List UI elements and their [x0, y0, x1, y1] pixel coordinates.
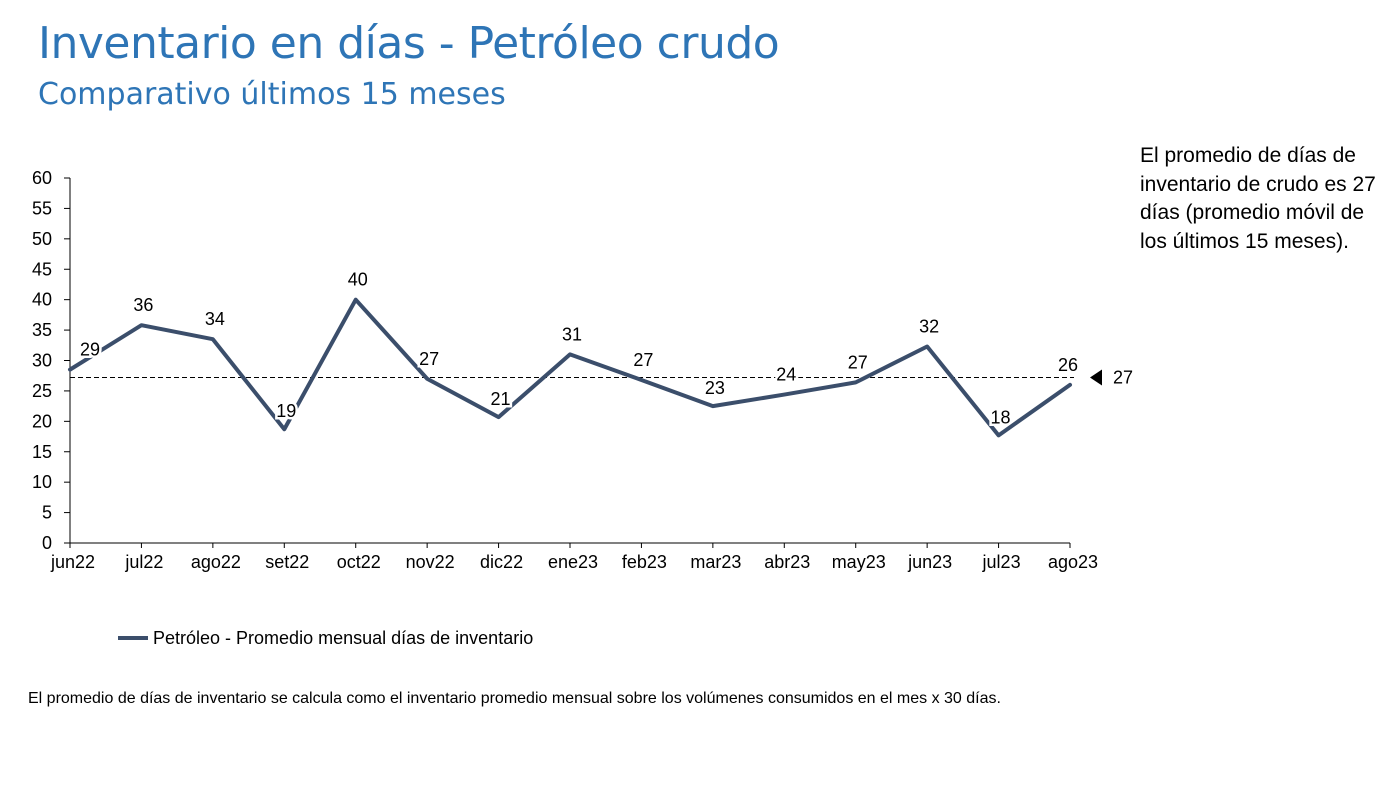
- x-tick-label: ene23: [548, 552, 598, 572]
- footnote: El promedio de días de inventario se cal…: [28, 690, 1001, 707]
- data-label: 36: [133, 295, 153, 315]
- average-note: El promedio de días de inventario de cru…: [1140, 144, 1376, 253]
- series-group: [68, 297, 1072, 438]
- x-tick-label: dic22: [480, 552, 523, 572]
- x-tick-label: mar23: [690, 552, 741, 572]
- y-tick-label: 30: [32, 351, 52, 371]
- x-axis: jun22 jul22 ago22 set22 oct22 nov22 dic22 ene23…: [50, 542, 1098, 572]
- y-tick-label: 60: [32, 168, 52, 188]
- x-tick-label: abr23: [764, 552, 810, 572]
- average-line-group: 27: [70, 368, 1133, 388]
- y-tick-label: 45: [32, 259, 52, 279]
- data-label: 26: [1058, 355, 1078, 375]
- data-label: 21: [491, 389, 511, 409]
- data-label: 31: [562, 324, 582, 344]
- x-tick-label: nov22: [406, 552, 455, 572]
- x-tick-label: ago23: [1048, 552, 1098, 572]
- data-label: 40: [348, 270, 368, 290]
- x-tick-label: jun23: [907, 552, 952, 572]
- data-label: 29: [80, 340, 100, 360]
- x-tick-label: set22: [265, 552, 309, 572]
- y-axis: 0 5 10 15 20 25 30 35 40 45 50 55 60: [32, 168, 71, 553]
- y-tick-label: 0: [42, 533, 52, 553]
- y-tick-label: 15: [32, 442, 52, 462]
- data-label: 18: [991, 407, 1011, 427]
- page-subtitle: Comparativo últimos 15 meses: [38, 77, 506, 112]
- x-tick-label: jun22: [50, 552, 95, 572]
- data-label: 34: [205, 309, 225, 329]
- data-label: 19: [276, 401, 296, 421]
- y-tick-label: 10: [32, 472, 52, 492]
- average-marker: [1090, 369, 1102, 386]
- data-label: 24: [776, 365, 796, 385]
- legend: Petróleo - Promedio mensual días de inve…: [118, 628, 533, 648]
- data-label: 32: [919, 317, 939, 337]
- legend-label: Petróleo - Promedio mensual días de inve…: [153, 628, 533, 648]
- data-label: 23: [705, 378, 725, 398]
- x-tick-label: ago22: [191, 552, 241, 572]
- y-tick-label: 25: [32, 381, 52, 401]
- data-labels: 29 36 34 19 40 27 21 31 27 23 24 27 32 18 26: [77, 267, 1080, 430]
- x-tick-label: oct22: [337, 552, 381, 572]
- y-tick-label: 20: [32, 411, 52, 431]
- average-label: 27: [1113, 368, 1133, 388]
- y-tick-label: 50: [32, 229, 52, 249]
- y-tick-label: 55: [32, 198, 52, 218]
- x-tick-label: jul23: [982, 552, 1021, 572]
- x-tick-label: feb23: [622, 552, 667, 572]
- x-tick-label: jul22: [124, 552, 163, 572]
- y-tick-label: 40: [32, 290, 52, 310]
- y-tick-label: 5: [42, 503, 52, 523]
- page-title: Inventario en días - Petróleo crudo: [38, 18, 780, 69]
- data-label: 27: [633, 350, 653, 370]
- data-label: 27: [848, 352, 868, 372]
- x-tick-label: may23: [832, 552, 886, 572]
- y-tick-label: 35: [32, 320, 52, 340]
- data-label: 27: [419, 349, 439, 369]
